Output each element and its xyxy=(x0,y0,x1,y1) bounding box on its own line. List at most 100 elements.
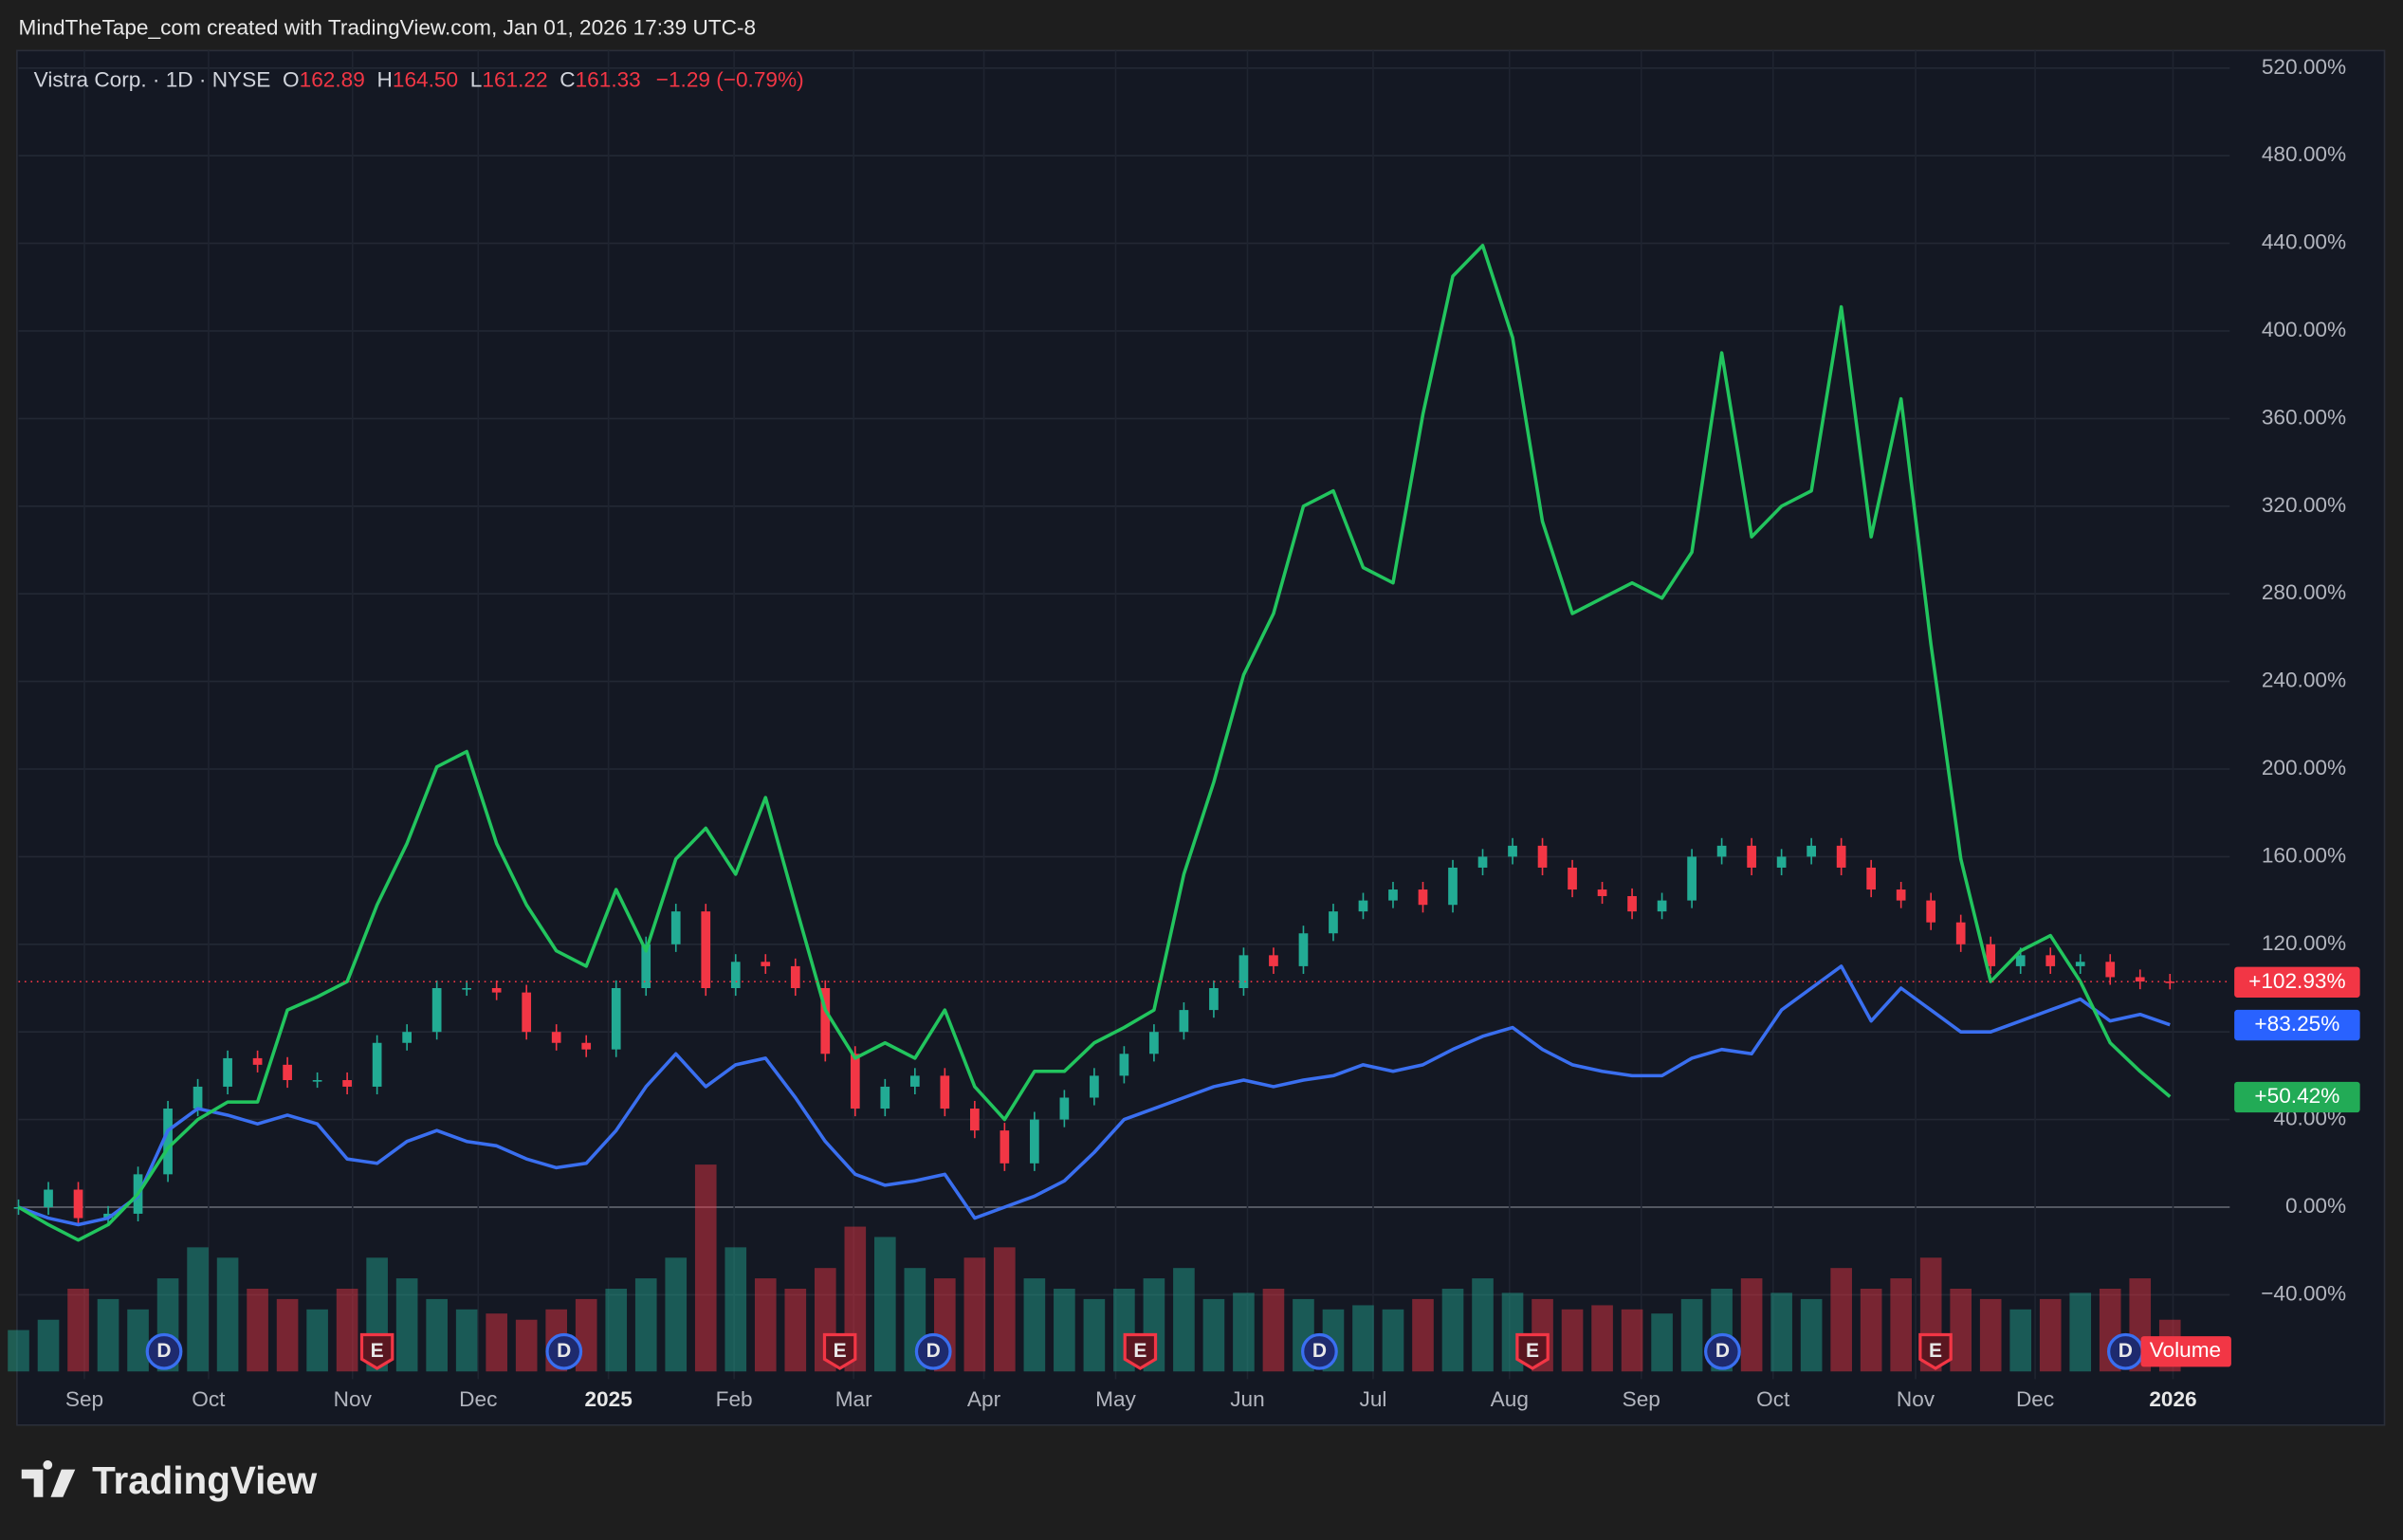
volume-bar xyxy=(1233,1292,1255,1372)
volume-bar xyxy=(1621,1309,1643,1372)
o-value: 162.89 xyxy=(300,68,365,92)
logo-icon xyxy=(21,1459,76,1497)
volume-bar xyxy=(1680,1298,1703,1372)
x-tick-label: Nov xyxy=(334,1387,373,1411)
volume-bar xyxy=(963,1257,986,1372)
x-tick-label: 2026 xyxy=(2149,1387,2196,1411)
x-tick-label: 2025 xyxy=(584,1387,632,1411)
chart-panel xyxy=(16,49,2386,1426)
volume-bar xyxy=(8,1329,29,1372)
volume-bar xyxy=(1890,1278,1912,1372)
volume-bar xyxy=(1979,1298,2002,1372)
candle xyxy=(1388,889,1398,901)
dividend-marker xyxy=(145,1332,183,1370)
candle xyxy=(551,1032,561,1043)
x-tick-label: Nov xyxy=(1897,1387,1935,1411)
candle xyxy=(223,1057,232,1087)
candle xyxy=(730,962,741,989)
event-label: E xyxy=(834,1340,847,1362)
y-tick-label: 480.00% xyxy=(2262,142,2346,166)
x-tick-label: Jun xyxy=(1230,1387,1264,1411)
volume-bar xyxy=(1054,1288,1075,1372)
dividend-marker xyxy=(914,1332,952,1370)
volume-bar xyxy=(1950,1288,1972,1372)
candle xyxy=(312,1080,322,1082)
c-label: C xyxy=(559,68,575,92)
candle xyxy=(103,1213,113,1219)
candle xyxy=(252,1057,263,1065)
candle xyxy=(1000,1130,1010,1164)
candle xyxy=(1059,1097,1070,1120)
volume-bar xyxy=(1262,1288,1285,1372)
volume-bar xyxy=(67,1288,89,1372)
candle xyxy=(402,1032,412,1043)
volume-bar xyxy=(306,1309,328,1372)
candle xyxy=(1836,845,1846,868)
volume-bar xyxy=(2069,1292,2092,1372)
l-value: 161.22 xyxy=(482,68,547,92)
candle xyxy=(1508,845,1517,857)
event-label: D xyxy=(1312,1340,1327,1362)
candle xyxy=(1776,856,1787,868)
volume-bar xyxy=(605,1288,628,1372)
candle xyxy=(1149,1032,1159,1054)
y-tick-label: 160.00% xyxy=(2262,843,2346,867)
volume-bar xyxy=(187,1247,209,1372)
candle xyxy=(491,988,502,993)
volume-bar xyxy=(1023,1278,1046,1372)
last-value-label: +102.93% xyxy=(2248,969,2345,993)
volume-bar xyxy=(426,1298,448,1372)
candle xyxy=(462,988,472,990)
ohlc-legend: Vistra Corp. · 1D · NYSE O162.89 H164.50… xyxy=(34,68,804,92)
candle xyxy=(283,1064,292,1081)
candle xyxy=(1358,900,1368,912)
last-value-badge xyxy=(2234,1009,2360,1041)
symbol: Vistra Corp. · 1D · NYSE xyxy=(34,68,271,92)
dividend-marker xyxy=(1301,1332,1338,1370)
candle xyxy=(372,1042,382,1087)
series-line xyxy=(17,244,2172,1242)
candle xyxy=(342,1080,352,1087)
y-tick-label: 240.00% xyxy=(2262,669,2346,692)
volume-bar xyxy=(694,1164,717,1372)
volume-bar xyxy=(486,1313,507,1372)
candle xyxy=(522,992,532,1033)
y-tick-label: 120.00% xyxy=(2262,931,2346,955)
candle xyxy=(1896,889,1906,901)
earnings-marker xyxy=(1123,1332,1158,1370)
event-label: D xyxy=(2119,1340,2133,1362)
header: MindTheTape_com created with TradingView… xyxy=(19,16,757,40)
x-tick-label: Sep xyxy=(65,1387,103,1411)
candle xyxy=(1209,988,1219,1011)
candle xyxy=(2075,962,2085,966)
dividend-marker xyxy=(545,1332,583,1370)
volume-bar xyxy=(336,1288,358,1372)
y-tick-label: 280.00% xyxy=(2262,580,2346,604)
brand: TradingView xyxy=(92,1458,318,1502)
candle xyxy=(701,911,711,989)
candle xyxy=(1477,856,1488,868)
candle xyxy=(1926,900,1936,923)
event-label: D xyxy=(156,1340,171,1362)
candle xyxy=(820,988,831,1054)
volume-bar xyxy=(1770,1292,1792,1372)
x-tick-label: Oct xyxy=(1756,1387,1790,1411)
volume-bar xyxy=(1651,1313,1673,1372)
last-value-badge xyxy=(2234,966,2360,998)
volume-bar xyxy=(276,1298,299,1372)
series-line xyxy=(17,964,2171,1227)
volume-bar xyxy=(994,1247,1016,1372)
event-label: D xyxy=(926,1340,941,1362)
volume-bar xyxy=(1740,1278,1763,1372)
candle xyxy=(1955,922,1966,944)
candle xyxy=(1627,895,1637,912)
candle xyxy=(73,1189,83,1219)
candle xyxy=(1568,867,1577,890)
candle xyxy=(2135,977,2145,982)
candle xyxy=(611,988,621,1050)
y-tick-label: 520.00% xyxy=(2262,55,2346,79)
dividend-marker xyxy=(1704,1332,1741,1370)
candle xyxy=(880,1086,890,1109)
earnings-marker xyxy=(822,1332,857,1370)
candle xyxy=(1807,845,1816,857)
